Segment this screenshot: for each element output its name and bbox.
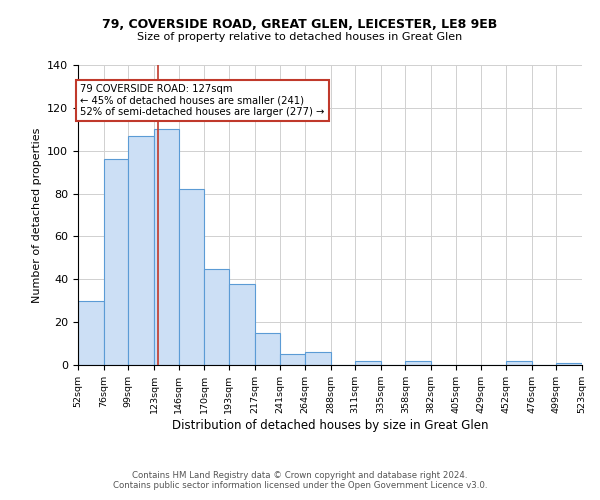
Bar (179, 190, 204, 365)
Bar (104, 160, 128, 365)
X-axis label: Distribution of detached houses by size in Great Glen: Distribution of detached houses by size … (172, 419, 488, 432)
Y-axis label: Number of detached properties: Number of detached properties (32, 128, 41, 302)
Bar (506, 360, 532, 365)
Bar (78, 300, 104, 365)
Text: Size of property relative to detached houses in Great Glen: Size of property relative to detached ho… (137, 32, 463, 42)
Bar (204, 268, 229, 365)
Bar (305, 352, 331, 365)
Text: Contains HM Land Registry data © Crown copyright and database right 2024.
Contai: Contains HM Land Registry data © Crown c… (113, 470, 487, 490)
Text: 79 COVERSIDE ROAD: 127sqm
← 45% of detached houses are smaller (241)
52% of semi: 79 COVERSIDE ROAD: 127sqm ← 45% of detac… (80, 84, 325, 117)
Bar (556, 363, 582, 365)
Bar (280, 354, 305, 365)
Bar (254, 333, 280, 365)
Bar (128, 136, 154, 365)
Bar (355, 360, 381, 365)
Bar (229, 284, 254, 365)
Bar (154, 130, 179, 365)
Bar (406, 360, 431, 365)
Text: 79, COVERSIDE ROAD, GREAT GLEN, LEICESTER, LE8 9EB: 79, COVERSIDE ROAD, GREAT GLEN, LEICESTE… (103, 18, 497, 30)
